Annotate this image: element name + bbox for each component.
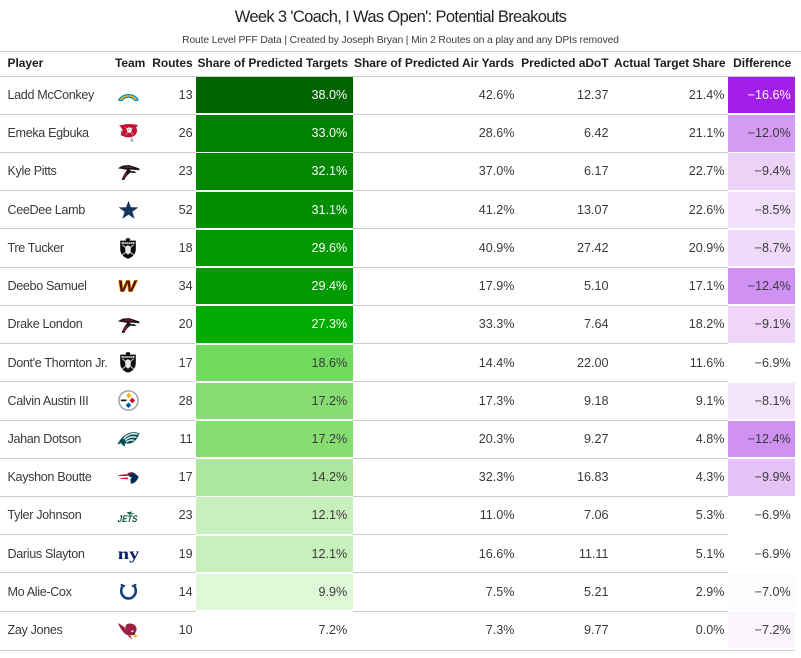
svg-text:W: W <box>117 279 139 293</box>
svg-text:JETS: JETS <box>117 514 139 523</box>
svg-text:ny: ny <box>118 548 140 563</box>
